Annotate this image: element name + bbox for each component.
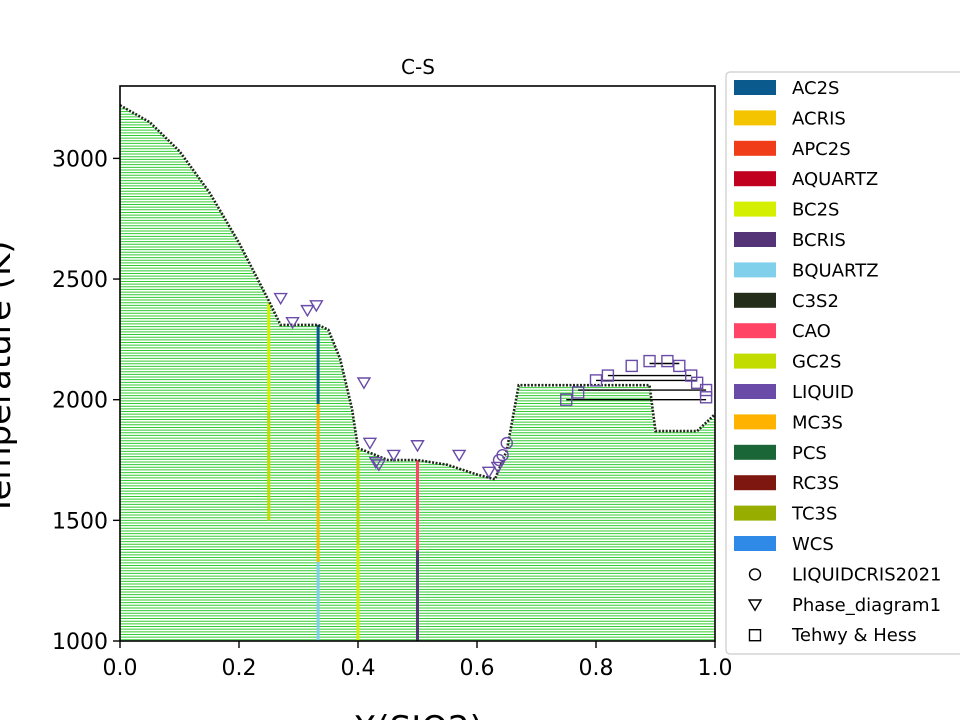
square-marker bbox=[560, 393, 573, 406]
chart-title: C-S bbox=[401, 55, 435, 79]
x-tick-label: 0.0 bbox=[103, 656, 138, 681]
legend-swatch bbox=[734, 171, 776, 187]
legend-swatch bbox=[734, 80, 776, 95]
square-marker bbox=[699, 391, 713, 404]
legend-swatch bbox=[734, 110, 776, 126]
triangle-marker bbox=[285, 316, 300, 330]
legend-label: WCS bbox=[792, 534, 834, 555]
square-marker bbox=[673, 359, 686, 373]
liquidus-curve bbox=[119, 104, 716, 481]
triangle-marker bbox=[309, 300, 324, 313]
legend-swatch bbox=[734, 536, 776, 551]
legend-frame bbox=[725, 71, 960, 655]
y-tick-label: 3000 bbox=[52, 147, 108, 172]
triangle-marker bbox=[300, 304, 315, 318]
legend-label: APC2S bbox=[792, 139, 851, 160]
square-marker bbox=[571, 386, 585, 399]
legend-label: ACRIS bbox=[792, 108, 846, 129]
legend-label: RC3S bbox=[792, 473, 839, 494]
y-tick-label: 1000 bbox=[52, 630, 108, 655]
triangle-marker bbox=[386, 449, 401, 462]
y-tick-label: 2500 bbox=[52, 268, 108, 293]
triangle-marker bbox=[490, 461, 506, 475]
legend-label: Tehwy & Hess bbox=[791, 625, 917, 646]
x-tick-label: 0.2 bbox=[222, 656, 257, 681]
legend-swatch bbox=[734, 414, 776, 430]
x-axis-label: X(SIO2) bbox=[353, 709, 483, 720]
legend-label: MC3S bbox=[792, 412, 843, 433]
circle-marker bbox=[496, 448, 509, 462]
square-marker bbox=[690, 376, 704, 390]
legend-label: CAO bbox=[792, 321, 831, 342]
legend-label: LIQUIDCRIS2021 bbox=[792, 564, 941, 585]
triangle-marker bbox=[273, 292, 288, 306]
legend-circle-icon bbox=[748, 568, 762, 581]
triangle-marker bbox=[410, 440, 425, 453]
x-tick-label: 0.8 bbox=[579, 656, 614, 681]
legend-label: GC2S bbox=[792, 352, 841, 373]
legend-label: LIQUID bbox=[792, 382, 854, 403]
legend-swatch bbox=[734, 262, 776, 278]
legend-swatch bbox=[734, 475, 776, 491]
legend-label: TC3S bbox=[791, 504, 837, 525]
legend-swatch bbox=[734, 292, 776, 308]
legend-swatch bbox=[734, 444, 776, 460]
square-marker bbox=[601, 369, 615, 382]
legend-swatch bbox=[734, 140, 776, 156]
square-marker bbox=[643, 354, 656, 368]
phase-boundaries bbox=[119, 104, 716, 481]
legend-square-icon bbox=[748, 629, 762, 642]
legend-label: Phase_diagram1 bbox=[792, 595, 941, 616]
triangle-marker bbox=[481, 466, 497, 479]
triangle-marker bbox=[368, 456, 384, 470]
legend-label: PCS bbox=[792, 443, 827, 464]
x-tick-label: 0.4 bbox=[341, 656, 376, 681]
legend-triangle-icon bbox=[747, 599, 763, 612]
legend-label: BQUARTZ bbox=[792, 260, 879, 281]
legend: AC2S ACRIS APC2S AQUARTZ BC2S BCRIS BQUARTZ C3S… bbox=[725, 71, 960, 655]
legend-swatch bbox=[734, 353, 776, 369]
plot-frame bbox=[119, 85, 716, 642]
legend-label: BCRIS bbox=[792, 230, 846, 251]
legend-swatch bbox=[734, 232, 776, 247]
legend-swatch bbox=[734, 323, 776, 339]
triangle-marker bbox=[362, 437, 378, 450]
legend-label: AQUARTZ bbox=[792, 169, 878, 190]
y-axis-label: Temperature (K) bbox=[0, 240, 19, 516]
circle-marker bbox=[500, 436, 513, 450]
legend-label: BC2S bbox=[792, 200, 839, 221]
square-marker bbox=[589, 374, 603, 387]
legend-swatch bbox=[734, 384, 776, 399]
legend-label: C3S2 bbox=[792, 291, 839, 312]
y-axis-ticks: 1000 1500 2000 2500 3000 bbox=[52, 147, 120, 655]
square-marker bbox=[699, 383, 713, 397]
square-marker bbox=[661, 354, 674, 368]
x-tick-label: 0.6 bbox=[460, 656, 495, 681]
single-phase-lines bbox=[267, 303, 419, 641]
experimental-points bbox=[273, 292, 713, 479]
triangle-marker bbox=[371, 459, 387, 472]
legend-swatch bbox=[734, 201, 776, 217]
legend-swatch bbox=[734, 505, 776, 521]
y-tick-label: 2000 bbox=[52, 389, 108, 414]
x-tick-label: 1.0 bbox=[698, 656, 733, 681]
triangle-marker bbox=[356, 377, 372, 390]
x-axis-ticks: 0.0 0.2 0.4 0.6 0.8 1.0 bbox=[103, 641, 733, 681]
square-marker bbox=[625, 359, 638, 373]
triangle-marker bbox=[451, 449, 467, 462]
legend-label: AC2S bbox=[792, 78, 839, 99]
y-tick-label: 1500 bbox=[52, 509, 108, 534]
